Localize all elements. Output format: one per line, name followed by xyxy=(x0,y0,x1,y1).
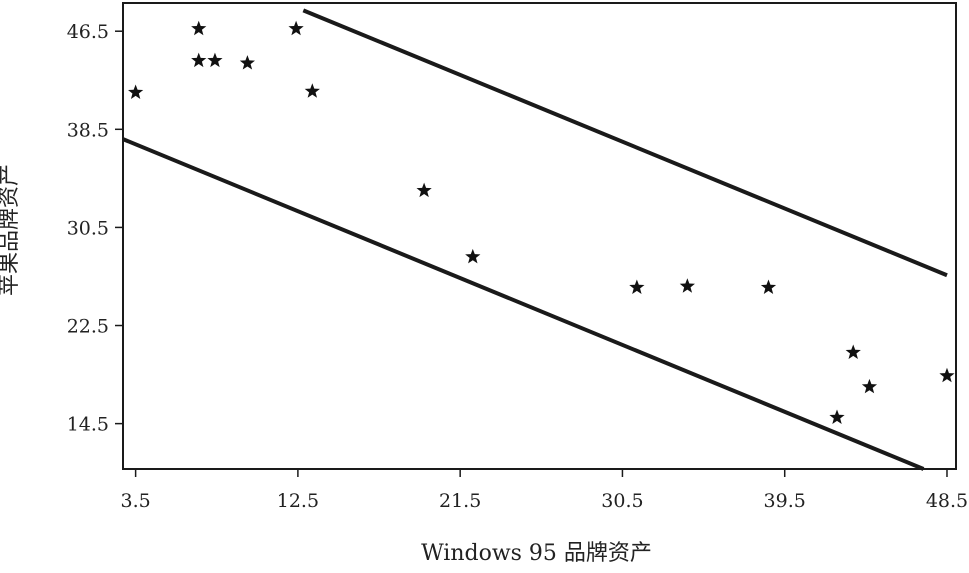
x-tick-label: 48.5 xyxy=(926,490,968,512)
data-point-star xyxy=(207,52,223,68)
boundary-lines xyxy=(122,8,948,471)
data-point-star xyxy=(939,367,955,383)
data-points xyxy=(128,20,955,424)
x-tick-label: 30.5 xyxy=(601,490,643,512)
y-tick-label: 30.5 xyxy=(67,217,109,239)
data-point-star xyxy=(629,279,645,294)
data-point-star xyxy=(416,182,432,198)
y-axis-label: 苹果品牌资产 xyxy=(0,164,22,296)
x-tick-label: 39.5 xyxy=(764,490,806,512)
data-point-star xyxy=(861,378,878,394)
data-point-star xyxy=(191,52,207,68)
x-tick-label: 21.5 xyxy=(439,490,481,512)
plot-frame xyxy=(122,2,957,470)
y-tick-label: 46.5 xyxy=(67,21,109,43)
x-tick-label: 12.5 xyxy=(277,490,319,512)
boundary-line-2 xyxy=(122,137,925,471)
y-tick-label: 14.5 xyxy=(67,414,109,436)
data-point-star xyxy=(845,344,861,359)
data-point-star xyxy=(304,83,320,98)
boundary-line-1 xyxy=(302,8,948,278)
data-point-star xyxy=(191,20,207,36)
data-point-star xyxy=(288,20,304,36)
y-tick-label: 38.5 xyxy=(67,119,109,141)
data-point-star xyxy=(829,409,845,424)
data-point-star xyxy=(679,278,695,293)
y-tick-label: 22.5 xyxy=(67,316,109,338)
data-point-star xyxy=(128,84,144,99)
data-point-star xyxy=(760,279,777,294)
x-tick-label: 3.5 xyxy=(121,490,151,512)
axis-ticks: 3.5 12.5 21.5 30.5 39.5 48.5 14.5 22.5 30.5 38.5 4… xyxy=(67,21,968,512)
x-axis-label: Windows 95 品牌资产 xyxy=(421,541,652,566)
data-point-star xyxy=(239,55,256,70)
data-point-star xyxy=(465,248,481,264)
